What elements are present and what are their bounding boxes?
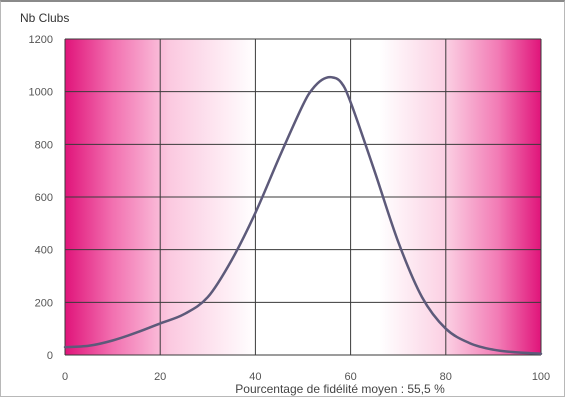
x-tick-label: 60 — [344, 371, 356, 383]
y-tick-label: 0 — [47, 350, 53, 362]
x-tick-label: 20 — [154, 371, 166, 383]
grid — [64, 38, 542, 356]
y-tick-label: 1200 — [29, 34, 53, 46]
x-tick-label: 0 — [62, 371, 68, 383]
y-axis-label: Nb Clubs — [20, 11, 69, 25]
tick-labels: 0 200 400 600 800 1000 1200 0 20 40 60 80 100 — [29, 34, 551, 383]
y-tick-label: 400 — [35, 245, 53, 257]
series-line — [63, 75, 543, 355]
x-tick-label: 40 — [249, 371, 261, 383]
x-axis-label: Pourcentage de fidélité moyen : 55,5 % — [235, 382, 445, 396]
y-tick-label: 1000 — [29, 87, 53, 99]
y-tick-label: 200 — [35, 297, 53, 309]
y-tick-label: 600 — [35, 192, 53, 204]
x-tick-label: 100 — [532, 371, 550, 383]
y-tick-label: 800 — [35, 139, 53, 151]
x-tick-label: 80 — [440, 371, 452, 383]
